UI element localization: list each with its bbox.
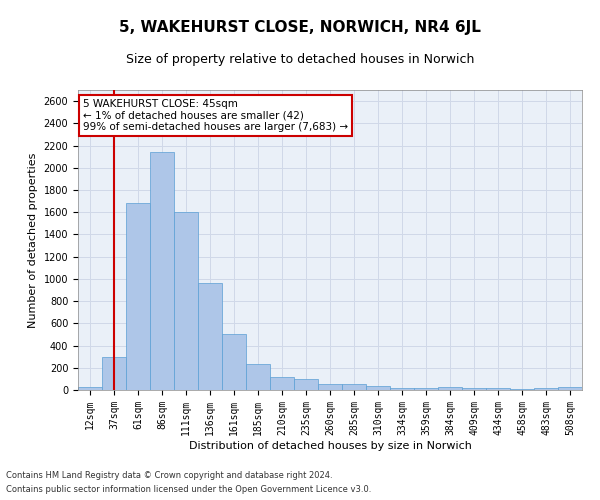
Bar (294, 379, 318, 390)
Bar (198, 284, 222, 390)
Bar (126, 204, 150, 390)
Text: 5, WAKEHURST CLOSE, NORWICH, NR4 6JL: 5, WAKEHURST CLOSE, NORWICH, NR4 6JL (119, 20, 481, 35)
Bar (222, 334, 246, 390)
Bar (438, 386, 462, 390)
Text: Size of property relative to detached houses in Norwich: Size of property relative to detached ho… (126, 52, 474, 66)
Bar (390, 388, 414, 390)
Bar (150, 152, 174, 390)
Bar (534, 388, 558, 390)
Bar (414, 388, 438, 390)
Bar (366, 386, 390, 390)
Bar (102, 356, 126, 390)
Y-axis label: Number of detached properties: Number of detached properties (28, 152, 38, 328)
Bar (486, 388, 510, 390)
Bar (318, 384, 342, 390)
Text: Contains HM Land Registry data © Crown copyright and database right 2024.: Contains HM Land Registry data © Crown c… (6, 470, 332, 480)
Bar (462, 388, 486, 390)
Bar (342, 384, 366, 390)
Bar (558, 387, 582, 390)
Bar (78, 387, 102, 390)
Text: Contains public sector information licensed under the Open Government Licence v3: Contains public sector information licen… (6, 486, 371, 494)
X-axis label: Distribution of detached houses by size in Norwich: Distribution of detached houses by size … (188, 440, 472, 450)
Text: 5 WAKEHURST CLOSE: 45sqm
← 1% of detached houses are smaller (42)
99% of semi-de: 5 WAKEHURST CLOSE: 45sqm ← 1% of detache… (83, 99, 348, 132)
Bar (270, 376, 294, 390)
Bar (174, 212, 198, 390)
Bar (246, 364, 270, 390)
